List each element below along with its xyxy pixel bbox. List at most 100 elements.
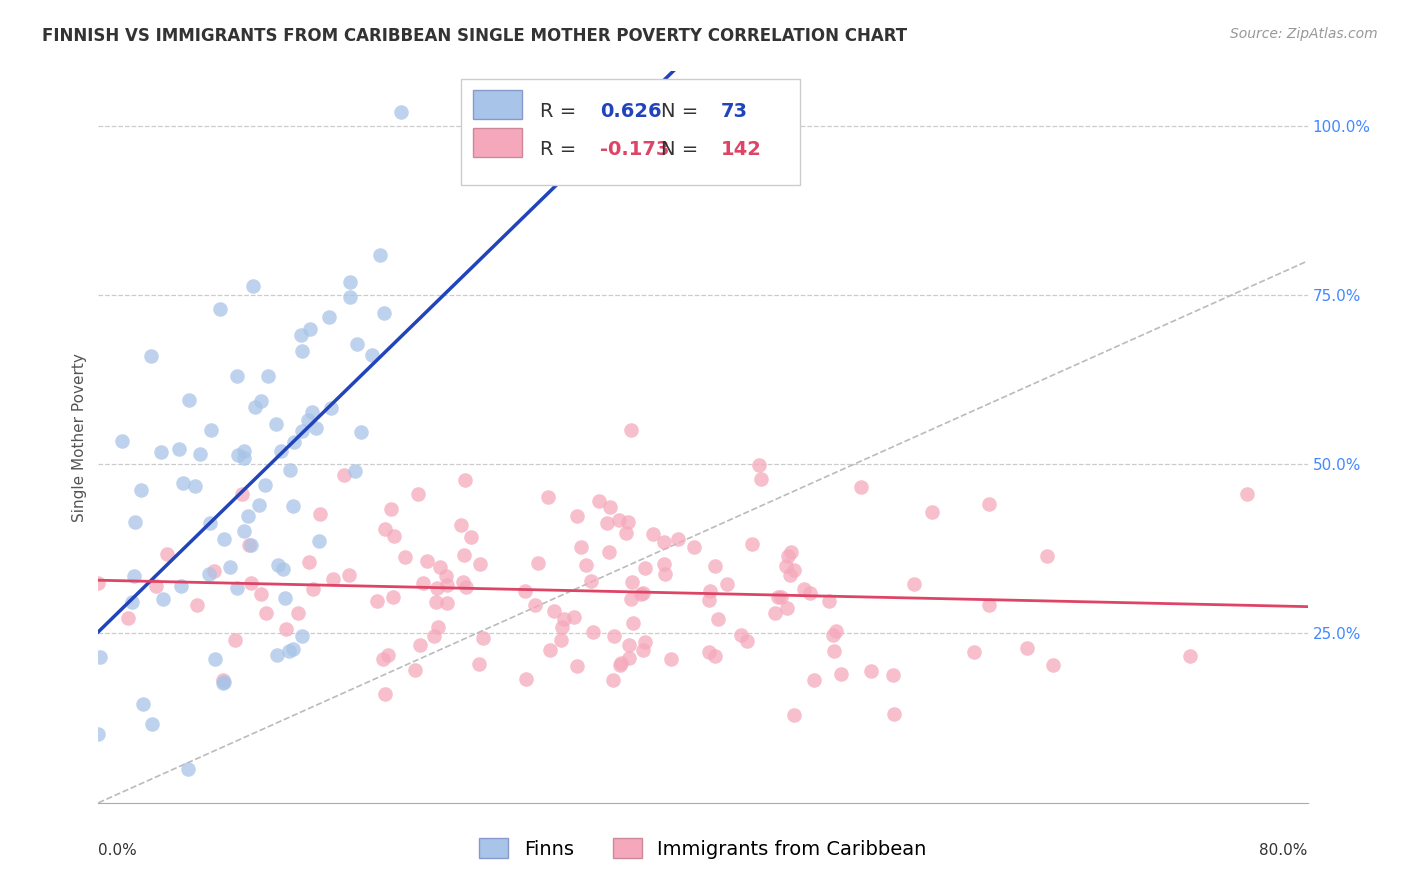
Text: 73: 73 (721, 102, 748, 121)
Point (553, 612, 575, 626)
Point (883, 706, 905, 721)
Point (231, 487, 253, 501)
Point (121, 595, 143, 609)
Point (225, 581, 247, 595)
Point (274, 622, 297, 636)
Point (373, 306, 395, 320)
Point (87, 727, 110, 741)
Point (382, 590, 405, 604)
Text: FINNISH VS IMMIGRANTS FROM CARIBBEAN SINGLE MOTHER POVERTY CORRELATION CHART: FINNISH VS IMMIGRANTS FROM CARIBBEAN SIN… (42, 27, 907, 45)
Point (305, 421, 328, 435)
Point (270, 443, 292, 458)
Point (186, 598, 208, 612)
Point (214, 675, 236, 690)
Point (249, 393, 271, 408)
Point (537, 490, 560, 504)
Point (425, 595, 447, 609)
Point (749, 472, 772, 486)
Point (823, 644, 845, 658)
Point (825, 624, 848, 639)
Point (394, 549, 416, 564)
Text: N =: N = (661, 140, 704, 159)
Point (232, 443, 254, 458)
Point (177, 392, 200, 407)
Text: 0.626: 0.626 (600, 102, 662, 121)
Point (775, 601, 797, 615)
Point (374, 522, 396, 536)
Point (979, 497, 1001, 511)
Point (247, 498, 270, 512)
Point (582, 624, 605, 639)
Point (620, 423, 643, 437)
Point (778, 549, 800, 563)
Point (614, 526, 637, 541)
Point (783, 707, 806, 722)
Point (821, 627, 844, 641)
Point (620, 574, 643, 589)
Point (1015, 641, 1038, 656)
Point (264, 417, 287, 431)
Point (242, 279, 264, 293)
Point (602, 673, 624, 687)
Point (620, 591, 643, 606)
Point (232, 450, 254, 465)
Point (374, 687, 396, 701)
Point (308, 534, 330, 549)
Point (291, 424, 314, 438)
Point (818, 593, 841, 607)
Point (145, 579, 167, 593)
Point (550, 632, 572, 647)
Point (793, 582, 815, 596)
Point (321, 401, 343, 416)
Point (337, 568, 360, 582)
Point (299, 322, 322, 336)
Point (290, 327, 312, 342)
Point (436, 578, 458, 592)
Point (472, 631, 495, 645)
Point (139, 349, 162, 363)
Point (780, 545, 803, 559)
Point (156, 547, 179, 561)
Point (849, 480, 872, 494)
Point (979, 598, 1001, 612)
Point (602, 629, 624, 643)
Point (803, 673, 825, 687)
Point (236, 509, 259, 524)
Point (716, 576, 738, 591)
Point (226, 369, 249, 384)
Point (212, 673, 235, 687)
Point (704, 649, 727, 664)
Point (409, 638, 432, 652)
Point (346, 337, 368, 351)
Point (202, 564, 225, 578)
Point (281, 642, 304, 657)
Point (291, 629, 314, 643)
Point (434, 569, 457, 583)
Point (339, 290, 361, 304)
Point (250, 587, 273, 601)
Point (565, 659, 588, 673)
FancyBboxPatch shape (474, 90, 522, 119)
Point (366, 594, 388, 608)
Point (682, 540, 704, 554)
Point (309, 508, 332, 522)
Point (233, 524, 256, 538)
Point (198, 566, 221, 581)
Point (634, 561, 657, 575)
Point (699, 644, 721, 658)
Point (799, 585, 821, 599)
Point (599, 500, 621, 514)
Point (621, 616, 644, 631)
Point (152, 591, 174, 606)
Point (382, 529, 405, 543)
Point (634, 634, 657, 648)
Point (427, 620, 450, 634)
Point (426, 582, 449, 596)
Point (214, 532, 236, 546)
Point (770, 591, 793, 605)
Text: 80.0%: 80.0% (1260, 843, 1308, 858)
Point (562, 610, 585, 624)
Point (271, 562, 294, 576)
Point (87, 575, 110, 590)
Point (188, 447, 211, 461)
